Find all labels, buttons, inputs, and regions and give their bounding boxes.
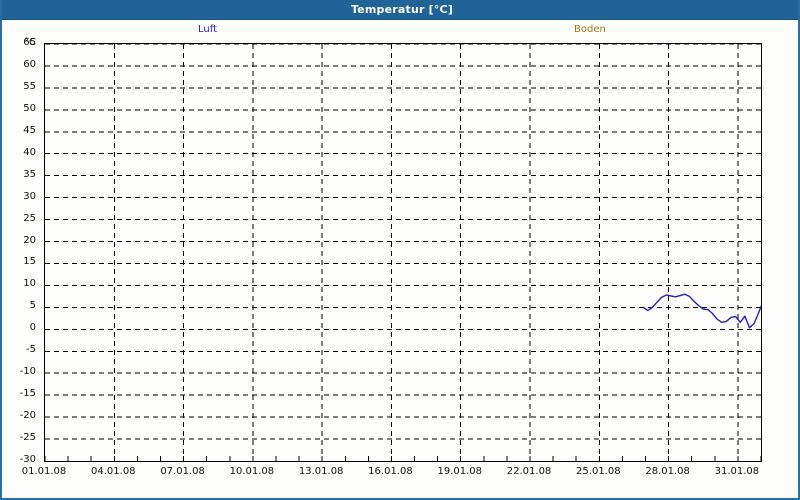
- page-title: Temperatur [°C]: [350, 3, 454, 16]
- y-axis-unit-label: °C: [24, 37, 36, 48]
- y-axis-tick-label: 30: [23, 190, 36, 202]
- y-axis-tick-label: -20: [19, 410, 36, 422]
- y-axis-tick-label: 60: [23, 58, 36, 70]
- y-axis-tick-label: 55: [23, 80, 36, 92]
- legend-item-luft[interactable]: Luft: [198, 24, 217, 35]
- y-axis-tick-label: 20: [23, 234, 36, 246]
- window-titlebar: Temperatur [°C]: [2, 0, 798, 20]
- y-axis-tick-label: 35: [23, 168, 36, 180]
- y-axis-tick-label: 10: [23, 278, 36, 290]
- y-axis-tick-label: 50: [23, 102, 36, 114]
- y-axis-tick-label: 45: [23, 124, 36, 136]
- y-axis-tick-label: 15: [23, 256, 36, 268]
- legend-item-boden[interactable]: Boden: [574, 24, 606, 35]
- x-axis-tick-label: 16.01.08: [368, 466, 413, 477]
- y-axis-tick-label: 0: [29, 322, 36, 334]
- x-axis: 01.01.08 04.01.08 07.01.08 10.01.08 13.01.08…: [2, 466, 798, 482]
- y-axis-tick-label: -30: [19, 454, 36, 465]
- chart-legend: Luft Boden: [2, 22, 798, 38]
- x-axis-tick-label: 04.01.08: [91, 466, 136, 477]
- y-axis-tick-label: -15: [19, 388, 36, 400]
- x-axis-tick-label: 28.01.08: [645, 466, 690, 477]
- grid-lines: [45, 44, 761, 461]
- plot-area: [44, 43, 762, 462]
- x-axis-tick-label: 07.01.08: [160, 466, 205, 477]
- x-axis-tick-label: 31.01.08: [714, 466, 760, 477]
- series-line-luft: [642, 293, 761, 329]
- y-axis-tick-label: 40: [23, 146, 36, 158]
- y-axis-tick-label: -25: [19, 432, 36, 444]
- y-axis: °C 65 60 55 50 45 40 35 30 25 20 15 10 5 0 -5 -10 -15 -20…: [2, 0, 44, 498]
- x-axis-tick-label: 01.01.08: [21, 466, 67, 477]
- y-axis-tick-label: 25: [23, 212, 36, 224]
- series-lines: [642, 293, 761, 329]
- x-axis-tick-label: 22.01.08: [506, 466, 552, 477]
- y-axis-tick-label: -5: [26, 344, 36, 356]
- y-axis-tick-label: 65: [23, 37, 36, 48]
- x-axis-tick-label: 25.01.08: [576, 466, 621, 477]
- x-axis-tick-label: 13.01.08: [298, 466, 344, 477]
- x-axis-tick-label: 10.01.08: [229, 466, 275, 477]
- y-axis-tick-label: 5: [29, 300, 36, 312]
- x-axis-tick-label: 19.01.08: [437, 466, 482, 477]
- y-axis-tick-label: -10: [19, 366, 36, 378]
